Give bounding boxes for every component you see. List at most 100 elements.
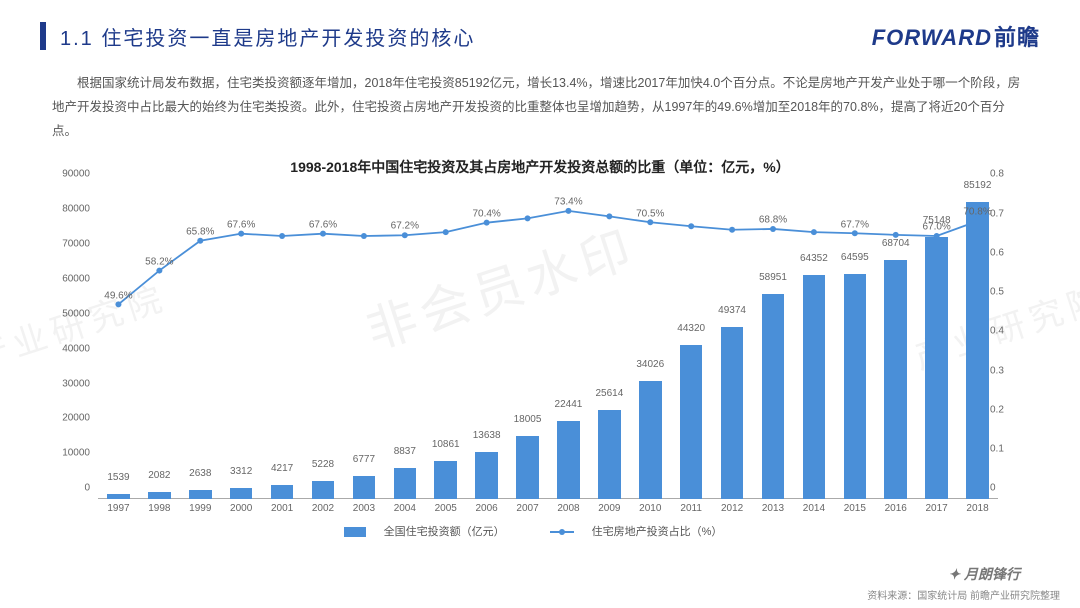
x-tick: 1999 — [189, 503, 211, 514]
legend-bar: 全国住宅投资额（亿元） — [344, 526, 519, 538]
x-tick: 2000 — [230, 503, 252, 514]
bar-value-label: 5228 — [312, 459, 334, 470]
logo-en: FORWARD — [872, 25, 992, 50]
bar — [925, 237, 948, 499]
bar-value-label: 58951 — [759, 272, 787, 283]
x-tick: 2007 — [516, 503, 538, 514]
legend-line-swatch — [550, 531, 574, 533]
bar-value-label: 68704 — [882, 238, 910, 249]
line-value-label: 65.8% — [186, 227, 214, 238]
bar — [394, 468, 417, 499]
brand-logo: FORWARD前瞻 — [872, 20, 1040, 52]
bar — [598, 410, 621, 499]
y-left-tick: 50000 — [40, 308, 94, 319]
legend-line: 住宅房地产投资占比（%） — [550, 526, 737, 538]
bar — [884, 260, 907, 500]
y-left-tick: 80000 — [40, 204, 94, 215]
y-left-tick: 40000 — [40, 343, 94, 354]
bar — [557, 421, 580, 499]
x-tick: 2011 — [680, 503, 702, 514]
legend-bar-label: 全国住宅投资额（亿元） — [384, 526, 505, 538]
line-value-label: 67.2% — [391, 221, 419, 232]
bar — [680, 345, 703, 500]
bar-value-label: 10861 — [432, 439, 460, 450]
logo-cn: 前瞻 — [994, 25, 1040, 50]
y-right-tick: 0.8 — [986, 169, 1040, 180]
title-text: 住宅投资一直是房地产开发投资的核心 — [101, 28, 475, 50]
line-value-label: 58.2% — [145, 257, 173, 268]
bar-value-label: 13638 — [473, 430, 501, 441]
bar-value-label: 49374 — [718, 305, 746, 316]
bar — [148, 492, 171, 499]
line-value-label: 67.0% — [922, 222, 950, 233]
bar — [475, 452, 498, 500]
y-axis-left: 0 10000 20000 30000 40000 50000 60000 70000 8000… — [40, 185, 94, 499]
bar — [353, 476, 376, 500]
bar — [271, 485, 294, 500]
bar-value-label: 85192 — [964, 180, 992, 191]
chart: 0 10000 20000 30000 40000 50000 60000 70000 8000… — [40, 181, 1040, 541]
bar — [230, 488, 253, 500]
x-tick: 2001 — [271, 503, 293, 514]
bar-value-label: 2638 — [189, 468, 211, 479]
bar — [107, 494, 130, 499]
y-left-tick: 70000 — [40, 239, 94, 250]
source-text: 资料来源：国家统计局 前瞻产业研究院整理 — [867, 587, 1060, 602]
line-value-label: 67.6% — [309, 220, 337, 231]
x-tick: 1998 — [148, 503, 170, 514]
x-tick: 2013 — [762, 503, 784, 514]
x-tick: 2002 — [312, 503, 334, 514]
line-value-label: 67.7% — [841, 219, 869, 230]
y-left-tick: 90000 — [40, 169, 94, 180]
x-tick: 2012 — [721, 503, 743, 514]
y-left-tick: 30000 — [40, 378, 94, 389]
bar — [762, 294, 785, 500]
legend-bar-swatch — [344, 527, 366, 537]
bar — [844, 274, 867, 499]
bar — [312, 481, 335, 499]
bar-value-label: 34026 — [636, 359, 664, 370]
y-left-tick: 10000 — [40, 448, 94, 459]
line-value-label: 70.5% — [636, 208, 664, 219]
bar-value-label: 64595 — [841, 252, 869, 263]
y-left-tick: 0 — [40, 483, 94, 494]
bar-value-label: 1539 — [107, 472, 129, 483]
bar-value-label: 2082 — [148, 470, 170, 481]
bar-value-label: 22441 — [555, 399, 583, 410]
x-tick: 2008 — [557, 503, 579, 514]
x-axis: 1997199819992000200120022003200420052006… — [98, 503, 998, 519]
x-tick: 2016 — [885, 503, 907, 514]
bar — [639, 381, 662, 500]
bar — [434, 461, 457, 499]
bar — [803, 275, 826, 500]
bar-value-label: 25614 — [595, 388, 623, 399]
line-value-label: 70.8% — [963, 207, 991, 218]
x-tick: 2003 — [353, 503, 375, 514]
x-tick: 2005 — [435, 503, 457, 514]
x-tick: 2010 — [639, 503, 661, 514]
x-tick: 2017 — [926, 503, 948, 514]
y-left-tick: 20000 — [40, 413, 94, 424]
bar-value-label: 3312 — [230, 466, 252, 477]
x-tick: 2014 — [803, 503, 825, 514]
legend-line-label: 住宅房地产投资占比（%） — [592, 526, 723, 538]
bar-value-label: 18005 — [514, 414, 542, 425]
x-tick: 2015 — [844, 503, 866, 514]
footer-logo: ✦ 月朗锋行 — [948, 564, 1020, 584]
x-tick: 1997 — [107, 503, 129, 514]
bar — [516, 436, 539, 499]
y-left-tick: 60000 — [40, 273, 94, 284]
bar-value-label: 8837 — [394, 446, 416, 457]
bar — [966, 202, 989, 499]
bar-value-label: 6777 — [353, 454, 375, 465]
line-value-label: 67.6% — [227, 220, 255, 231]
bar-value-label: 44320 — [677, 323, 705, 334]
page-title: 1.1 住宅投资一直是房地产开发投资的核心 — [60, 22, 475, 51]
line-value-label: 49.6% — [104, 290, 132, 301]
section-number: 1.1 — [60, 28, 94, 50]
legend: 全国住宅投资额（亿元） 住宅房地产投资占比（%） — [40, 523, 1040, 539]
x-tick: 2018 — [966, 503, 988, 514]
bar-value-label: 64352 — [800, 253, 828, 264]
title-accent-bar — [40, 22, 46, 50]
x-tick: 2004 — [394, 503, 416, 514]
